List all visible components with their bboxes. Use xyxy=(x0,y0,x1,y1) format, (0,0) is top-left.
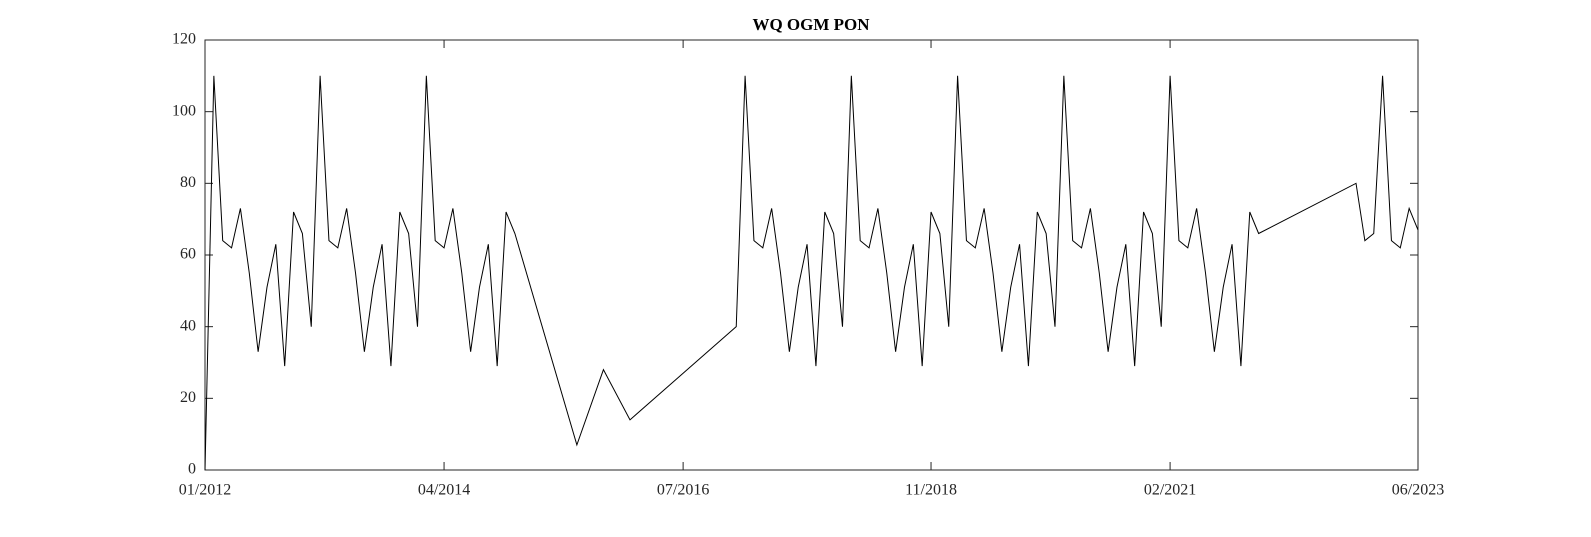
y-tick-label: 80 xyxy=(180,174,196,191)
x-tick-label: 11/2018 xyxy=(905,482,957,499)
data-line xyxy=(204,75,1419,471)
y-tick-label: 0 xyxy=(188,461,196,478)
y-tick-label: 100 xyxy=(172,102,196,119)
y-tick-label: 40 xyxy=(180,317,196,334)
x-tick-label: 01/2012 xyxy=(179,482,231,499)
chart-title: WQ OGM PON xyxy=(752,15,870,34)
y-tick-label: 120 xyxy=(172,31,196,48)
x-tick-label: 04/2014 xyxy=(418,482,470,499)
y-tick-label: 60 xyxy=(180,246,196,263)
x-tick-label: 06/2023 xyxy=(1392,482,1444,499)
y-tick-label: 20 xyxy=(180,389,196,406)
x-tick-label: 02/2021 xyxy=(1144,482,1196,499)
x-tick-label: 07/2016 xyxy=(657,482,709,499)
